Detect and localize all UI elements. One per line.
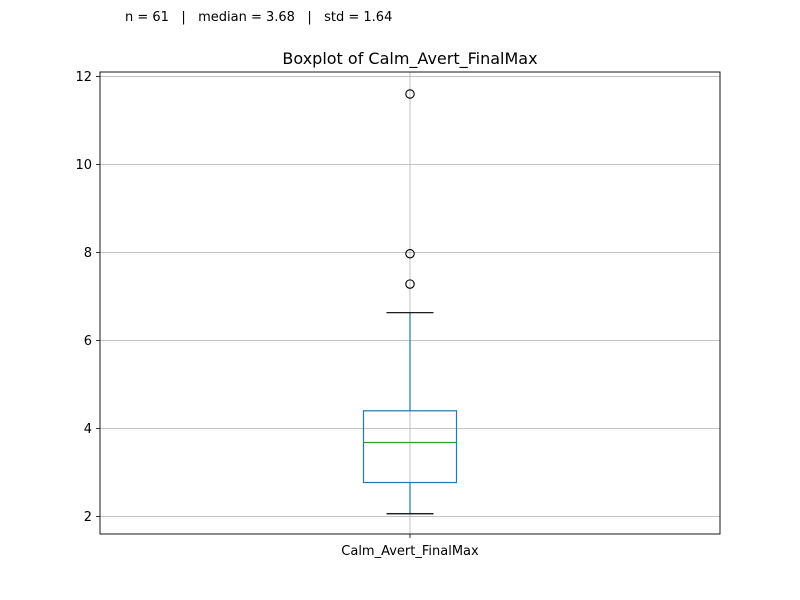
y-tick-label: 12 — [75, 70, 92, 85]
y-tick-label: 10 — [75, 158, 92, 173]
y-tick-label: 8 — [84, 246, 92, 261]
summary-stats-text: n = 61 | median = 3.68 | std = 1.64 — [125, 10, 393, 25]
grid-layer — [100, 72, 720, 534]
outlier-point — [405, 279, 415, 289]
y-tick-label: 2 — [84, 510, 92, 525]
axes-layer: 2 4 6 8 10 12 Calm_Avert_FinalMax — [75, 70, 721, 559]
x-tick-label: Calm_Avert_FinalMax — [341, 544, 479, 559]
outlier-point — [405, 248, 415, 259]
chart-title: Boxplot of Calm_Avert_FinalMax — [282, 49, 537, 69]
y-tick-label: 4 — [84, 422, 92, 437]
box-layer — [362, 89, 458, 515]
outlier-point — [405, 89, 415, 99]
iqr-box — [362, 410, 458, 484]
y-tick-label: 6 — [84, 334, 92, 349]
